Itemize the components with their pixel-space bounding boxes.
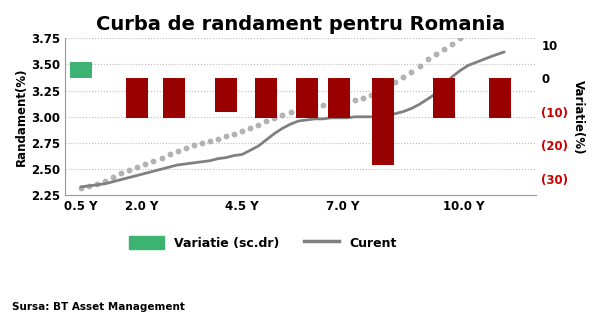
Bar — [163, 78, 185, 118]
Y-axis label: Variatie(%): Variatie(%) — [572, 80, 585, 154]
Bar — [255, 78, 277, 118]
Text: Sursa: BT Asset Management: Sursa: BT Asset Management — [12, 302, 185, 312]
Bar — [296, 78, 318, 118]
Bar — [215, 78, 237, 112]
Legend: Variatie (sc.dr), Curent: Variatie (sc.dr), Curent — [129, 236, 397, 250]
Bar — [328, 78, 350, 118]
Bar — [372, 78, 394, 165]
Bar — [70, 62, 92, 78]
Bar — [433, 78, 455, 118]
Bar — [126, 78, 148, 118]
Title: Curba de randament pentru Romania: Curba de randament pentru Romania — [96, 15, 505, 34]
Bar — [489, 78, 511, 118]
Y-axis label: Randament(%): Randament(%) — [15, 67, 28, 166]
